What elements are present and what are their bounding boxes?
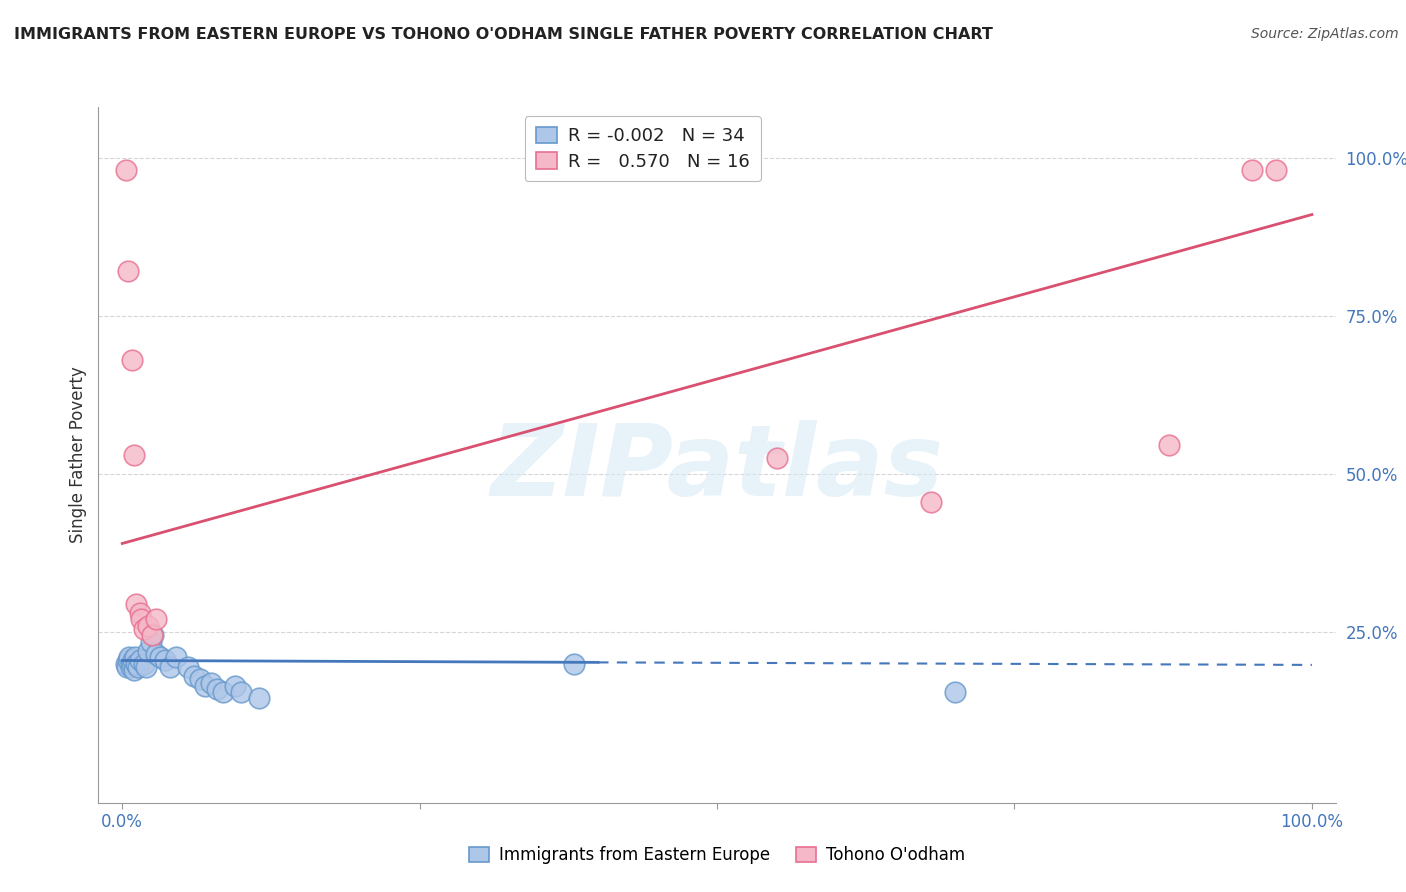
Point	[1265, 163, 1288, 178]
Point	[1241, 163, 1264, 178]
Point	[120, 660, 142, 674]
Point	[159, 660, 181, 674]
Point	[127, 660, 149, 674]
Point	[122, 663, 145, 677]
Point	[231, 685, 253, 699]
Point	[943, 685, 966, 699]
Point	[135, 660, 157, 674]
Point	[138, 618, 160, 632]
Point	[125, 657, 148, 671]
Point	[115, 660, 138, 674]
Point	[207, 681, 229, 696]
Point	[1159, 438, 1181, 452]
Text: ZIPatlas: ZIPatlas	[491, 420, 943, 517]
Point	[114, 657, 136, 671]
Point	[122, 448, 145, 462]
Point	[165, 650, 187, 665]
Point	[121, 353, 143, 368]
Point	[247, 691, 270, 706]
Y-axis label: Single Father Poverty: Single Father Poverty	[69, 367, 87, 543]
Text: Source: ZipAtlas.com: Source: ZipAtlas.com	[1251, 27, 1399, 41]
Point	[562, 657, 585, 671]
Point	[129, 612, 152, 626]
Point	[124, 650, 146, 665]
Point	[145, 647, 167, 661]
Point	[920, 495, 942, 509]
Point	[118, 650, 141, 665]
Point	[114, 163, 136, 178]
Point	[194, 679, 217, 693]
Point	[141, 628, 163, 642]
Point	[117, 264, 139, 278]
Point	[149, 650, 172, 665]
Point	[139, 634, 162, 648]
Point	[117, 653, 139, 667]
Text: IMMIGRANTS FROM EASTERN EUROPE VS TOHONO O'ODHAM SINGLE FATHER POVERTY CORRELATI: IMMIGRANTS FROM EASTERN EUROPE VS TOHONO…	[14, 27, 993, 42]
Point	[129, 653, 152, 667]
Point	[224, 679, 246, 693]
Point	[153, 653, 176, 667]
Point	[138, 644, 160, 658]
Point	[132, 657, 155, 671]
Legend: Immigrants from Eastern Europe, Tohono O'odham: Immigrants from Eastern Europe, Tohono O…	[463, 839, 972, 871]
Point	[200, 675, 222, 690]
Point	[129, 606, 152, 620]
Point	[183, 669, 205, 683]
Point	[145, 612, 167, 626]
Point	[765, 451, 787, 466]
Point	[121, 657, 143, 671]
Point	[122, 653, 145, 667]
Point	[188, 673, 211, 687]
Point	[212, 685, 235, 699]
Point	[132, 622, 155, 636]
Point	[125, 597, 148, 611]
Point	[176, 660, 198, 674]
Point	[142, 628, 165, 642]
